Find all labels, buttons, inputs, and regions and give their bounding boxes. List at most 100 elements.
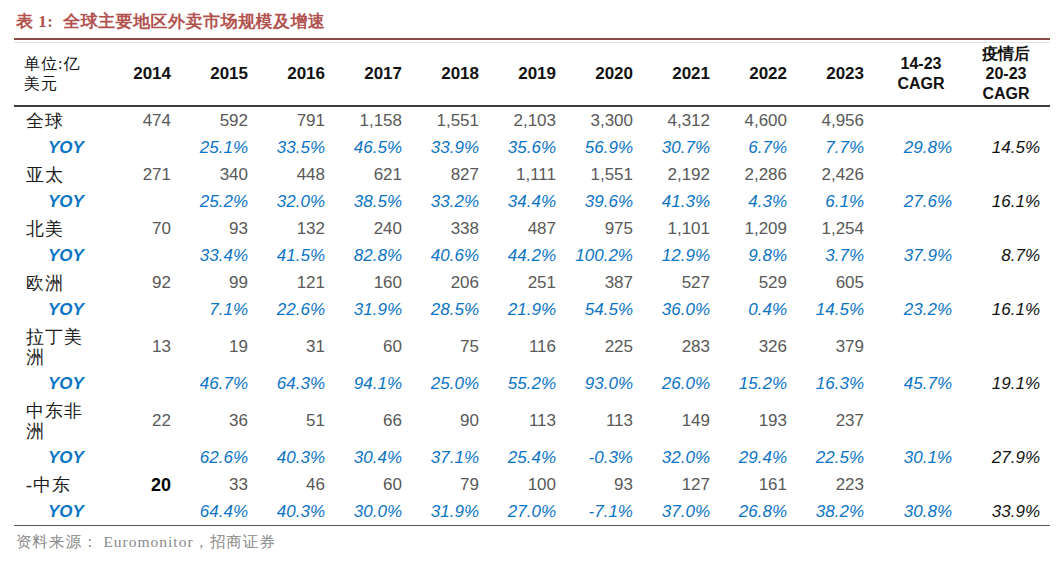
value-cell: 4,956 (803, 106, 880, 134)
value-cell: 326 (726, 323, 803, 370)
value-cell (962, 397, 1050, 444)
value-cell: 31.9% (418, 498, 495, 526)
value-cell: 41.5% (264, 242, 341, 269)
value-cell: 2,103 (495, 106, 572, 134)
value-cell: 3.7% (803, 242, 880, 269)
value-cell: 66 (341, 397, 418, 444)
value-cell: 56.9% (572, 134, 649, 161)
value-cell: 149 (649, 397, 726, 444)
value-cell: 13 (110, 323, 187, 370)
yoy-row: YOY25.2%32.0%38.5%33.2%34.4%39.6%41.3%4.… (14, 188, 1050, 215)
value-cell (880, 323, 962, 370)
value-cell (962, 215, 1050, 242)
value-cell (962, 106, 1050, 134)
value-cell: 3,300 (572, 106, 649, 134)
yoy-row-label: YOY (14, 370, 110, 397)
value-cell: 46 (264, 471, 341, 498)
region-row-label: -中东 (14, 471, 110, 498)
value-cell (110, 370, 187, 397)
value-cell: 2,426 (803, 161, 880, 188)
value-cell (880, 161, 962, 188)
value-cell: 113 (572, 397, 649, 444)
year-header-cell: 2018 (418, 43, 495, 107)
region-row: 亚太2713404486218271,1111,5512,1922,2862,4… (14, 161, 1050, 188)
value-cell: 100 (495, 471, 572, 498)
value-cell: 15.2% (726, 370, 803, 397)
value-cell: 44.2% (495, 242, 572, 269)
value-cell: 240 (341, 215, 418, 242)
cagr-header-cell: 疫情后 20-23 CAGR (962, 43, 1050, 107)
value-cell: 37.1% (418, 444, 495, 471)
value-cell: 621 (341, 161, 418, 188)
value-cell: 31 (264, 323, 341, 370)
yoy-row-label: YOY (14, 444, 110, 471)
value-cell: 30.8% (880, 498, 962, 526)
value-cell: 45.7% (880, 370, 962, 397)
value-cell: 237 (803, 397, 880, 444)
value-cell: 31.9% (341, 296, 418, 323)
value-cell: 79 (418, 471, 495, 498)
cagr-header-cell: 14-23 CAGR (880, 43, 962, 107)
value-cell: 32.0% (649, 444, 726, 471)
value-cell (880, 215, 962, 242)
value-cell: 30.4% (341, 444, 418, 471)
value-cell: 25.4% (495, 444, 572, 471)
value-cell: 37.9% (880, 242, 962, 269)
value-cell: 22.5% (803, 444, 880, 471)
value-cell: 4.3% (726, 188, 803, 215)
region-row-label: 北美 (14, 215, 110, 242)
value-cell: 19.1% (962, 370, 1050, 397)
value-cell: 27.6% (880, 188, 962, 215)
value-cell: 27.9% (962, 444, 1050, 471)
region-row: 拉丁美 洲1319316075116225283326379 (14, 323, 1050, 370)
value-cell: 6.1% (803, 188, 880, 215)
value-cell: 35.6% (495, 134, 572, 161)
value-cell (110, 296, 187, 323)
value-cell: 160 (341, 269, 418, 296)
value-cell: 82.8% (341, 242, 418, 269)
value-cell: 14.5% (803, 296, 880, 323)
value-cell: 30.1% (880, 444, 962, 471)
year-header-cell: 2014 (110, 43, 187, 107)
yoy-row-label: YOY (14, 242, 110, 269)
value-cell: 527 (649, 269, 726, 296)
region-row-label: 全球 (14, 106, 110, 134)
value-cell (110, 498, 187, 526)
year-header-cell: 2023 (803, 43, 880, 107)
value-cell: 223 (803, 471, 880, 498)
value-cell: 127 (649, 471, 726, 498)
value-cell: 975 (572, 215, 649, 242)
value-cell: -0.3% (572, 444, 649, 471)
value-cell: 121 (264, 269, 341, 296)
value-cell: 340 (187, 161, 264, 188)
region-row: 中东非 洲2236516690113113149193237 (14, 397, 1050, 444)
value-cell: 29.4% (726, 444, 803, 471)
yoy-row: YOY33.4%41.5%82.8%40.6%44.2%100.2%12.9%9… (14, 242, 1050, 269)
value-cell: 29.8% (880, 134, 962, 161)
region-row-label: 中东非 洲 (14, 397, 110, 444)
value-cell (962, 161, 1050, 188)
value-cell: 100.2% (572, 242, 649, 269)
yoy-row-label: YOY (14, 296, 110, 323)
yoy-row-label: YOY (14, 188, 110, 215)
value-cell: 7.7% (803, 134, 880, 161)
value-cell: 1,254 (803, 215, 880, 242)
value-cell: 41.3% (649, 188, 726, 215)
value-cell: 39.6% (572, 188, 649, 215)
value-cell: 19 (187, 323, 264, 370)
year-header-cell: 2016 (264, 43, 341, 107)
region-row: 全球4745927911,1581,5512,1033,3004,3124,60… (14, 106, 1050, 134)
value-cell: 93.0% (572, 370, 649, 397)
value-cell: 33.9% (962, 498, 1050, 526)
value-cell: 34.4% (495, 188, 572, 215)
value-cell: 32.0% (264, 188, 341, 215)
value-cell: 1,551 (572, 161, 649, 188)
value-cell: 1,111 (495, 161, 572, 188)
value-cell (110, 444, 187, 471)
value-cell: 36 (187, 397, 264, 444)
year-header-cell: 2021 (649, 43, 726, 107)
value-cell: 99 (187, 269, 264, 296)
value-cell (962, 471, 1050, 498)
value-cell: 25.2% (187, 188, 264, 215)
value-cell: 33.4% (187, 242, 264, 269)
